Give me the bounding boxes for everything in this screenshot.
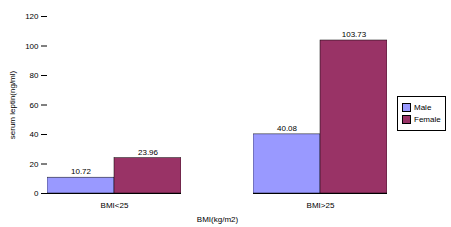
svg-text:0: 0 <box>34 189 39 198</box>
svg-text:BMI>25: BMI>25 <box>307 201 335 210</box>
svg-text:80: 80 <box>30 71 39 80</box>
svg-text:120: 120 <box>25 12 39 21</box>
svg-text:100: 100 <box>25 42 39 51</box>
svg-text:serum leptin(ng/ml): serum leptin(ng/ml) <box>8 70 17 139</box>
svg-text:103.73: 103.73 <box>342 30 367 39</box>
svg-text:40.08: 40.08 <box>277 124 298 133</box>
svg-text:10.72: 10.72 <box>71 167 92 176</box>
svg-text:23.96: 23.96 <box>138 148 159 157</box>
svg-text:BMI(kg/m2): BMI(kg/m2) <box>197 215 239 224</box>
svg-text:60: 60 <box>30 101 39 110</box>
svg-text:BMI<25: BMI<25 <box>101 201 129 210</box>
svg-text:20: 20 <box>30 160 39 169</box>
svg-text:40: 40 <box>30 130 39 139</box>
html-text:Female: Female <box>414 115 441 124</box>
html-text:Male: Male <box>414 103 432 112</box>
